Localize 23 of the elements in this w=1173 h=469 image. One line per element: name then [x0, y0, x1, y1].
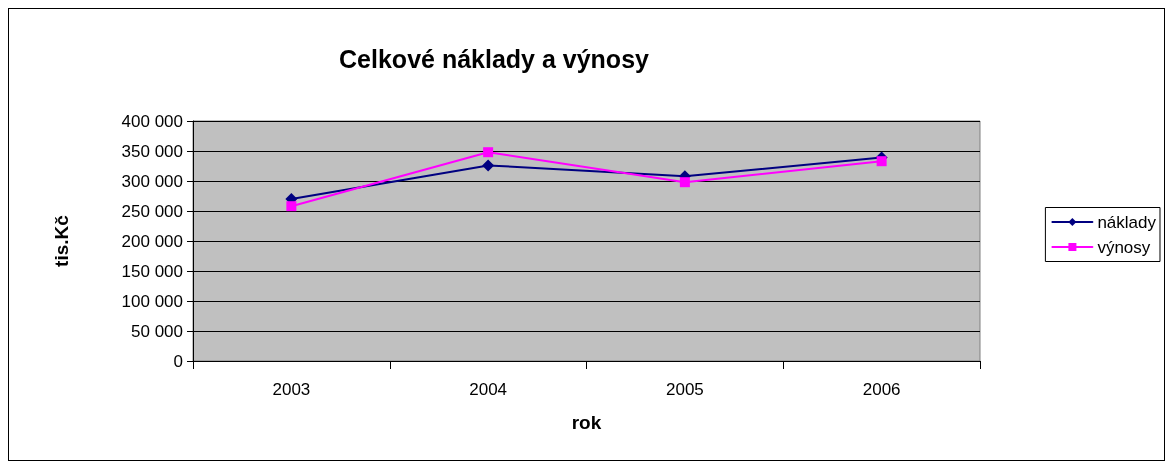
- x-tick-label: 2006: [862, 380, 901, 399]
- y-tick-label: 300 000: [121, 171, 183, 191]
- y-tick-label: 250 000: [121, 201, 183, 221]
- legend-label: výnosy: [1097, 237, 1151, 257]
- point: [483, 147, 494, 158]
- y-tick-label: 100 000: [121, 291, 183, 311]
- point: [482, 159, 495, 172]
- x-axis-title: rok: [571, 412, 602, 433]
- x-tick-label: 2004: [469, 380, 508, 399]
- legend-label: náklady: [1097, 212, 1157, 232]
- y-tick-label: 0: [173, 351, 183, 371]
- chart-title: Celkové náklady a výnosy: [339, 44, 650, 73]
- x-tick-label: 2005: [665, 380, 704, 399]
- x-tick-label: 2003: [272, 380, 311, 399]
- y-tick-label: 150 000: [121, 261, 183, 281]
- y-tick-label: 400 000: [121, 111, 183, 131]
- y-tick-label: 350 000: [121, 141, 183, 161]
- point: [876, 156, 887, 167]
- point: [286, 201, 297, 212]
- y-axis-title: tis.Kč: [51, 214, 72, 267]
- point: [679, 177, 690, 188]
- y-tick-label: 50 000: [131, 321, 183, 341]
- y-tick-label: 200 000: [121, 231, 183, 251]
